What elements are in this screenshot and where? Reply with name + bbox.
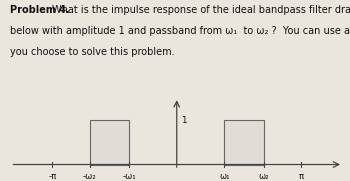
Bar [224, 120, 264, 165]
Text: -ω₁: -ω₁ [122, 172, 136, 181]
Text: ω₁: ω₁ [219, 172, 230, 181]
Text: Problem 4.: Problem 4. [10, 5, 70, 15]
Text: 1: 1 [182, 116, 187, 125]
Text: -π: -π [48, 172, 56, 181]
Text: What is the impulse response of the ideal bandpass filter drawn: What is the impulse response of the idea… [52, 5, 350, 15]
Text: -ω₂: -ω₂ [83, 172, 97, 181]
Text: below with amplitude 1 and passband from ω₁  to ω₂ ?  You can use any method: below with amplitude 1 and passband from… [10, 26, 350, 36]
Text: ω₂: ω₂ [259, 172, 269, 181]
Bar [90, 120, 129, 165]
Text: you choose to solve this problem.: you choose to solve this problem. [10, 47, 175, 57]
Text: π: π [299, 172, 304, 181]
